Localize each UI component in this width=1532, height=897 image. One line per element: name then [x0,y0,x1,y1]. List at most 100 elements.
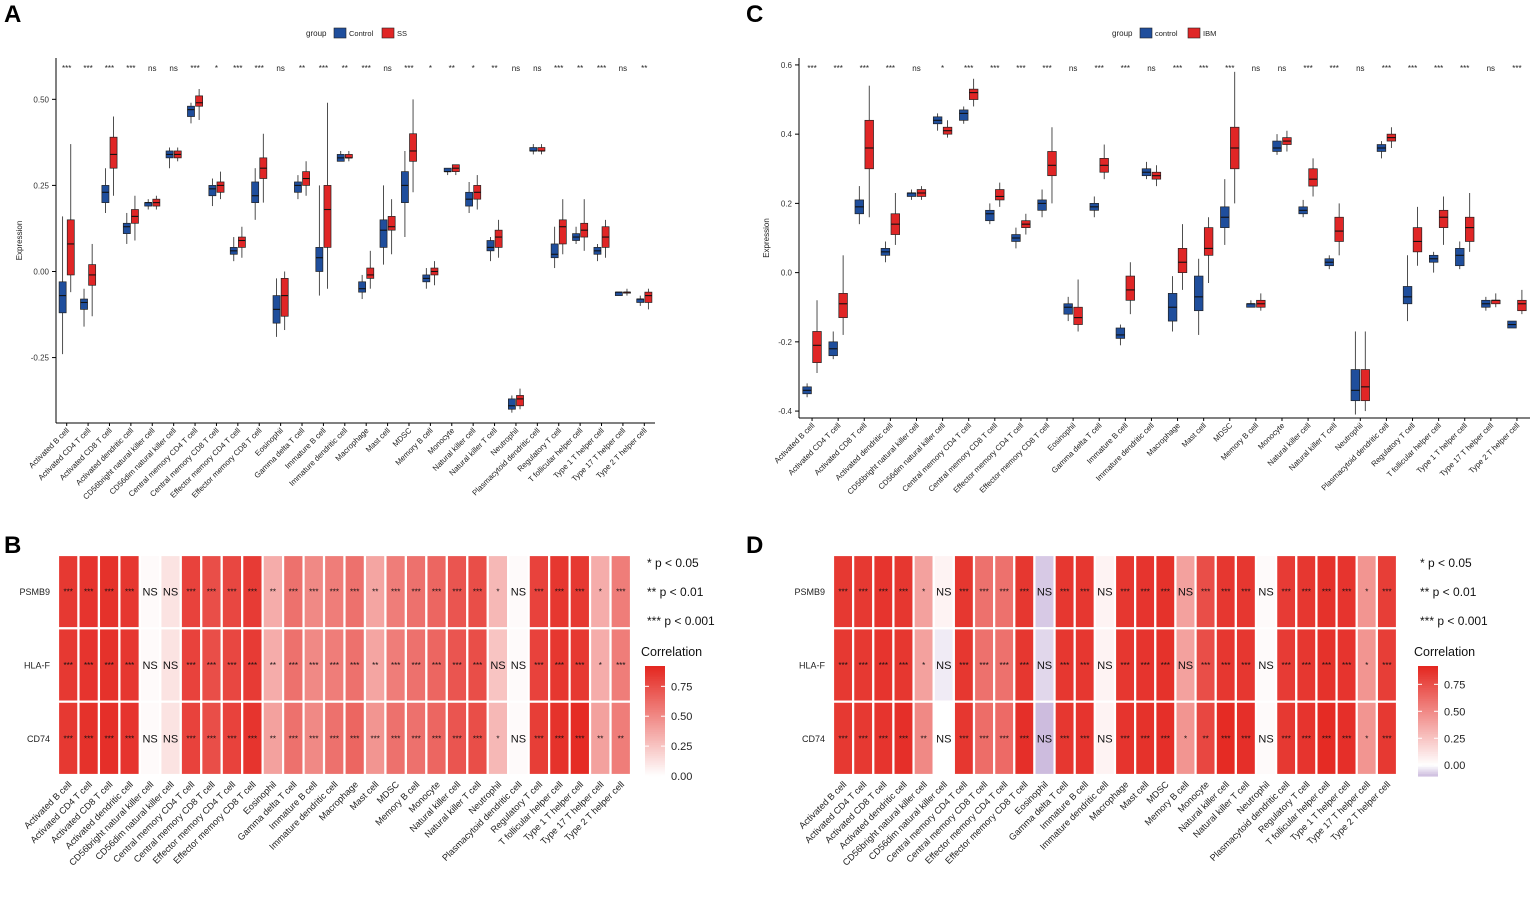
significance-label: ns [148,64,156,73]
cell-significance: *** [616,661,625,670]
colorbar-segment [1418,728,1438,731]
significance-label: *** [554,64,563,73]
colorbar-segment [1418,697,1438,700]
legend-label-control: control [1155,29,1178,38]
y-tick-label: 0.00 [33,267,49,276]
panel-label-a: A [4,1,21,28]
cell-significance: *** [575,734,584,743]
box-control [101,185,110,203]
colorbar-segment [1418,688,1438,691]
colorbar-segment [1418,759,1438,762]
significance-legend: ** p < 0.01 [1420,585,1477,599]
cell-significance: *** [879,661,888,670]
box-control [294,181,302,193]
cell-significance: *** [1342,661,1351,670]
colorbar-segment [1418,667,1438,671]
cell-significance: *** [248,734,257,743]
y-axis-label: Expression [762,218,771,258]
cell-significance: *** [207,661,216,670]
colorbar-segment [1418,702,1438,706]
row-label-cd74: CD74 [27,734,50,744]
significance-legend: * p < 0.05 [1420,556,1472,570]
significance-label: *** [964,64,973,73]
significance-label: ns [1278,64,1286,73]
colorbar-segment [1418,774,1438,777]
cell-significance: ** [921,734,927,743]
box-control [1037,199,1047,211]
cell-significance: *** [227,588,236,597]
colorbar-segment [1418,737,1438,740]
colorbar-segment [645,737,665,740]
cell-significance: *** [1000,734,1009,743]
cell-significance: ** [270,588,276,597]
colorbar-segment [1418,682,1438,685]
colorbar-segment [1418,677,1438,680]
cell-significance: *** [248,588,257,597]
cell-significance: ** [372,661,378,670]
box-control [1350,369,1361,402]
cell-significance: NS [1037,733,1052,745]
significance-label: ns [276,64,284,73]
colorbar-segment [645,744,665,748]
y-tick-label: 0.50 [33,95,49,104]
cell-significance: *** [979,734,988,743]
cell-significance: *** [1241,734,1250,743]
significance-label: ** [577,64,583,73]
cell-significance: * [922,588,925,597]
colorbar-tick-label: 0.50 [671,711,692,723]
cell-significance: *** [309,588,318,597]
panel-a-boxplot: group Control SS -0.25 0.00 0.25 0.50 Expressio… [15,27,655,501]
colorbar-segment [645,763,665,766]
cell-significance: *** [1020,734,1029,743]
cell-significance: *** [838,734,847,743]
cell-significance: *** [1060,661,1069,670]
significance-label: ns [383,64,391,73]
cell-significance: ** [270,661,276,670]
cell-significance: *** [899,661,908,670]
box-control [187,105,195,117]
colorbar-segment [645,757,665,761]
y-tick-label: 0.2 [781,199,793,208]
colorbar-tick-label: 0.50 [1444,706,1465,718]
colorbar-segment [1418,768,1438,772]
cell-significance: *** [1080,588,1089,597]
colorbar-segment [1418,741,1438,744]
cell-significance: *** [64,661,73,670]
cell-significance: *** [330,661,339,670]
colorbar-segment [645,688,665,691]
box-control [1272,140,1282,152]
significance-label: *** [1199,64,1208,73]
significance-label: ns [512,64,520,73]
colorbar-segment [1418,719,1438,722]
cell-significance: NS [1097,660,1112,672]
cell-significance: *** [859,661,868,670]
box-control [122,222,131,234]
significance-label: *** [404,64,413,73]
colorbar-title: Correlation [641,645,702,659]
colorbar-tick-label: 0.25 [671,741,692,753]
box-control [251,181,260,203]
row-label-hla-f: HLA-F [24,661,51,671]
colorbar-segment [645,735,665,739]
cell-significance: *** [207,588,216,597]
cell-significance: *** [84,734,93,743]
cell-significance: *** [452,661,461,670]
cell-significance: *** [84,661,93,670]
cell-significance: *** [1141,734,1150,743]
colorbar-segment [645,715,665,718]
cell-significance: *** [899,734,908,743]
y-tick-label: 0.25 [33,181,49,190]
cell-significance: *** [1302,661,1311,670]
colorbar-segment [645,766,665,770]
colorbar-segment [1418,699,1438,702]
cell-significance: *** [1161,661,1170,670]
colorbar-segment [645,669,665,673]
cell-significance: *** [350,588,359,597]
significance-label: ** [641,64,647,73]
cell-significance: *** [1241,588,1250,597]
cell-significance: *** [1382,734,1391,743]
significance-label: *** [1460,64,1469,73]
cell-significance: * [922,661,925,670]
cell-significance: NS [511,587,526,599]
